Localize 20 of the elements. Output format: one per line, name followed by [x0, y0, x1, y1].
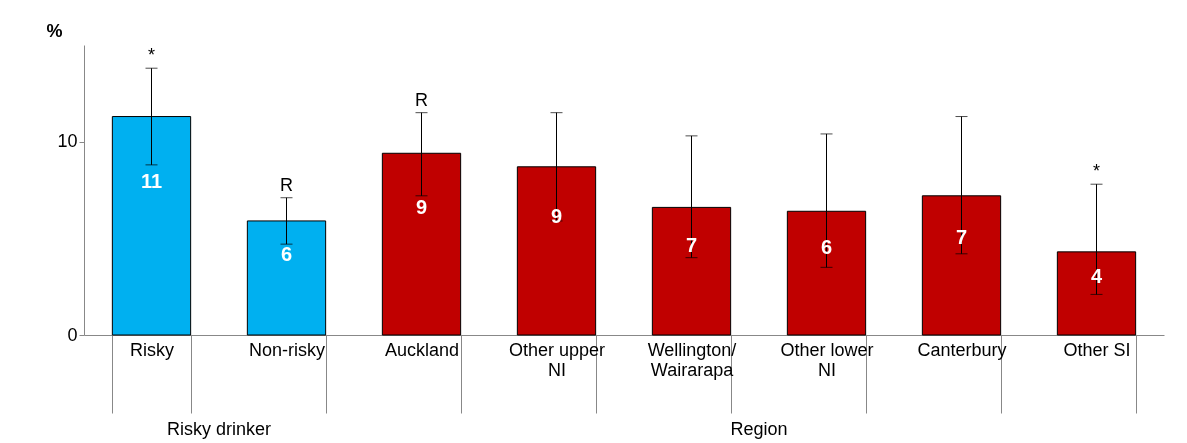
x-tick-label: Wellington/ Wairarapa [647, 339, 737, 380]
data-label: 6 [280, 243, 293, 266]
y-tick-label: 0 [67, 324, 78, 345]
y-axis-title: % [46, 20, 63, 41]
x-tick-label: Risky [130, 339, 174, 360]
annotation: R [280, 174, 293, 195]
annotation: * [1092, 161, 1101, 182]
x-tick-label: Non-risky [248, 339, 326, 360]
annotation: * [147, 45, 156, 66]
x-tick-label: Canterbury [917, 339, 1007, 360]
annotation: R [415, 89, 428, 110]
data-label: 11 [140, 170, 163, 193]
text: Region [730, 419, 788, 439]
data-label: 9 [415, 195, 428, 218]
x-tick-label: Other upper NI [508, 339, 606, 380]
y-tick-label: 10 [57, 131, 78, 152]
x-tick-label: Other lower NI [780, 339, 874, 380]
text: Risky drinker [166, 419, 272, 439]
x-tick-label: Auckland [384, 339, 460, 360]
x-tick-label: Other SI [1063, 339, 1131, 360]
